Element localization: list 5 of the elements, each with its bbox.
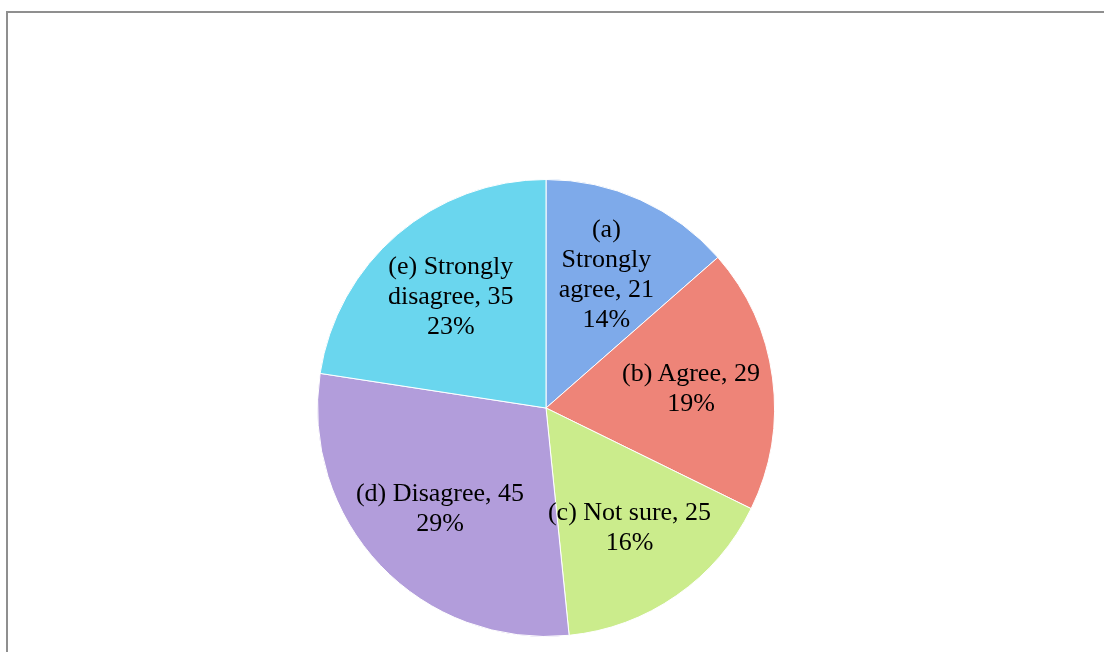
slice-label: (a) Strongly agree, 21 14% — [558, 213, 655, 333]
slice-label: (b) Agree, 29 19% — [622, 357, 760, 417]
slice-label: (e) Strongly disagree, 35 23% — [387, 250, 514, 340]
slice-label: (d) Disagree, 45 29% — [355, 477, 525, 537]
slice-label: (c) Not sure, 25 16% — [547, 496, 712, 556]
